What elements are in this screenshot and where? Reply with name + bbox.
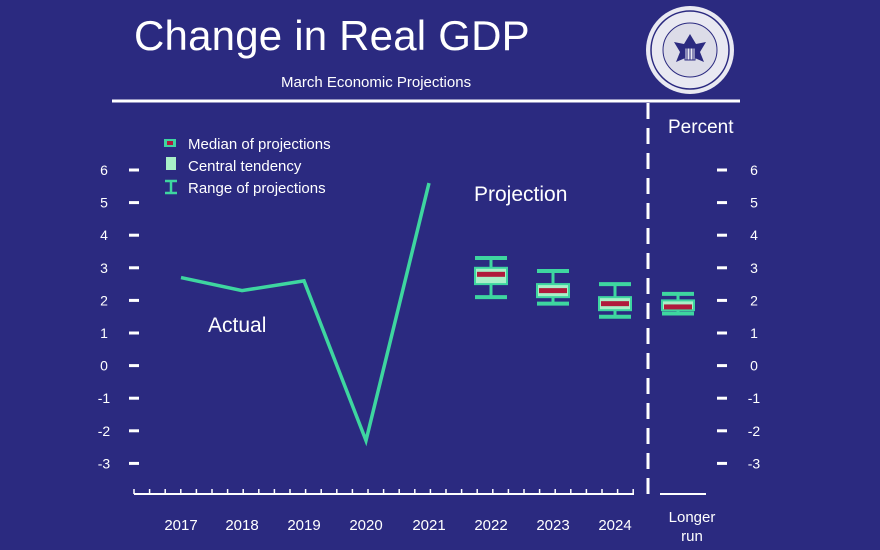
y-tick-label-right: -3 [748,455,761,471]
federal-reserve-seal-icon [646,6,734,94]
legend: Median of projections Central tendency R… [164,136,331,197]
y-tick-label-left: 3 [100,260,108,276]
projection-longer-run [661,291,695,316]
unit-label: Percent [668,117,734,138]
y-tick-label-left: -3 [98,455,111,471]
legend-median-mark [167,141,173,145]
projection-2023 [536,269,570,306]
y-tick-label-right: -2 [748,423,761,439]
y-tick-label-right: 6 [750,162,758,178]
legend-central-swatch [166,157,176,170]
y-tick-label-right: 3 [750,260,758,276]
chart-subtitle: March Economic Projections [281,74,472,91]
median-marker [601,301,629,307]
chart-title: Change in Real GDP [134,12,530,59]
legend-central-label: Central tendency [188,158,302,175]
y-tick-label-right: 5 [750,195,758,211]
y-tick-label-left: 0 [100,358,108,374]
y-tick-label-left: 2 [100,292,108,308]
x-tick-label: 2024 [598,517,631,534]
projection-2024 [598,282,632,319]
x-tick-label: 2021 [412,517,445,534]
actual-label: Actual [208,314,266,337]
y-tick-label-left: -1 [98,390,111,406]
actual-series-line [180,182,431,447]
legend-range-icon [165,179,177,195]
x-tick-label: 2023 [536,517,569,534]
projection-2022 [474,256,508,300]
y-tick-label-left: 5 [100,195,108,211]
x-tick-label: Longer [669,509,716,526]
x-tick-label: 2019 [287,517,320,534]
median-marker [664,304,692,310]
median-marker [539,288,567,294]
legend-median-label: Median of projections [188,136,331,153]
x-tick-label: 2017 [164,517,197,534]
y-tick-label-left: 4 [100,227,108,243]
projection-label: Projection [474,183,567,206]
x-tick-label: 2022 [474,517,507,534]
y-tick-label-left: 1 [100,325,108,341]
y-tick-label-right: 0 [750,358,758,374]
y-tick-label-right: 2 [750,292,758,308]
y-tick-label-right: 1 [750,325,758,341]
median-marker [477,271,505,277]
legend-range-label: Range of projections [188,180,326,197]
x-tick-label: 2020 [349,517,382,534]
x-tick-label: run [681,528,703,545]
x-tick-label: 2018 [225,517,258,534]
y-tick-label-left: -2 [98,423,111,439]
y-tick-label-left: 6 [100,162,108,178]
y-tick-label-right: -1 [748,390,761,406]
y-tick-label-right: 4 [750,227,758,243]
